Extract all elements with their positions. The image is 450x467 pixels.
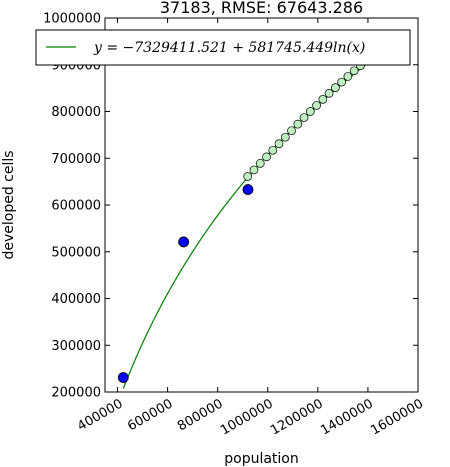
legend: y = −7329411.521 + 581745.449ln(x) <box>35 29 411 66</box>
x-tick-label: 1600000 <box>368 396 426 438</box>
projected-point <box>299 113 309 122</box>
projected-point <box>243 172 253 181</box>
plot-frame <box>104 17 419 393</box>
y-tick-label: 400000 <box>51 292 101 307</box>
projected-point <box>268 145 278 155</box>
x-tick-label: 600000 <box>125 396 175 434</box>
x-tick-label: 400000 <box>75 396 125 434</box>
observed-point <box>178 236 190 248</box>
fit-curve <box>122 47 389 389</box>
projected-point <box>287 126 296 136</box>
y-tick-label: 800000 <box>51 105 101 120</box>
projected-point <box>324 88 334 98</box>
projected-point <box>280 132 290 142</box>
projected-point <box>274 139 284 149</box>
y-tick-label: 1000000 <box>43 12 101 27</box>
x-tick-label: 1200000 <box>268 396 326 438</box>
axis-ticks: 400000 600000 8000001000000120000014000001… <box>43 12 426 439</box>
x-tick-label: 1400000 <box>318 396 376 438</box>
x-tick-label: 1000000 <box>218 396 276 438</box>
plot-area <box>117 40 390 389</box>
projected-point <box>349 66 359 76</box>
y-axis-label: developed cells <box>1 150 17 259</box>
projected-point <box>305 107 315 116</box>
x-axis-label: population <box>224 451 299 467</box>
legend-box <box>35 29 411 66</box>
legend-entry-fit: y = −7329411.521 + 581745.449ln(x) <box>93 40 365 56</box>
projected-point <box>331 83 340 93</box>
chart-title: 37183, RMSE: 67643.286 <box>160 0 363 17</box>
y-tick-label: 600000 <box>51 199 101 214</box>
projected-point <box>249 165 259 175</box>
projected-point <box>255 159 265 168</box>
x-tick-label: 800000 <box>175 396 225 434</box>
observed-point <box>242 184 254 195</box>
y-tick-label: 200000 <box>51 386 101 401</box>
observed-point <box>117 372 129 383</box>
y-tick-label: 300000 <box>51 339 101 354</box>
projected-point <box>337 77 346 87</box>
projected-point <box>312 101 321 110</box>
projected-point <box>262 152 271 162</box>
projected-point <box>293 119 303 129</box>
y-tick-label: 500000 <box>51 245 101 260</box>
projected-point <box>318 94 328 104</box>
y-tick-label: 700000 <box>51 152 101 167</box>
projected-point <box>343 72 353 81</box>
